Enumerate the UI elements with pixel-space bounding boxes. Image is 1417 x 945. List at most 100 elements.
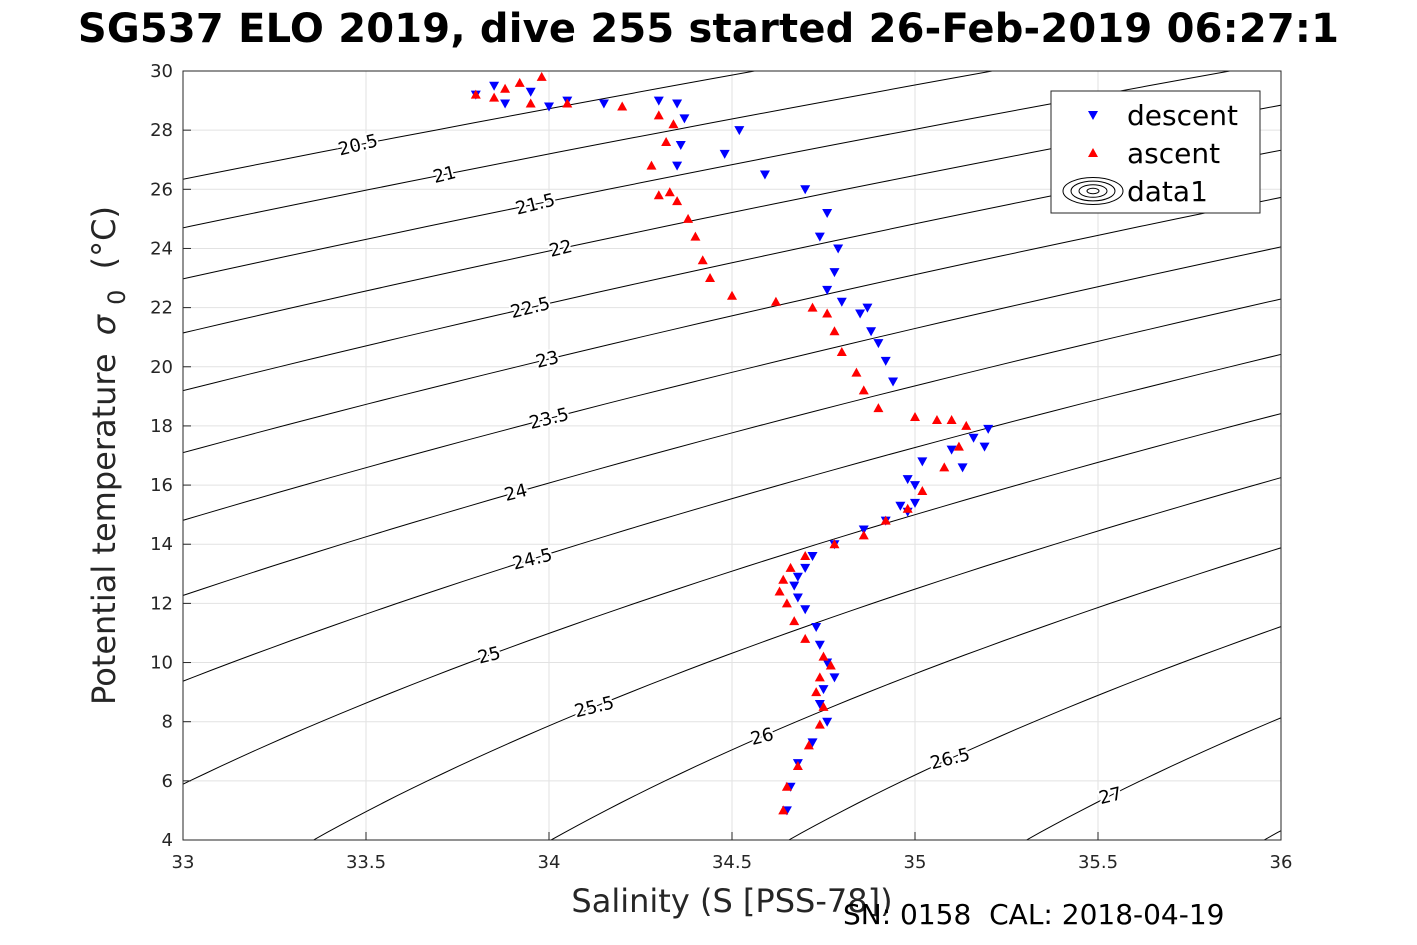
- x-tick-label: 33: [172, 852, 195, 873]
- ascent-point: [939, 462, 950, 472]
- ascent-point: [807, 302, 818, 312]
- legend-contour-icon: [1070, 180, 1116, 202]
- ascent-point: [683, 213, 694, 223]
- ascent-point: [800, 551, 811, 561]
- contour-label: 22.5: [508, 293, 552, 323]
- contour-line: [550, 547, 1281, 840]
- descent-point: [822, 658, 833, 668]
- ascent-point: [562, 98, 573, 108]
- legend-marker-ascent: [1088, 148, 1098, 157]
- contour-label: 27: [1097, 783, 1124, 809]
- y-tick-label: 12: [150, 593, 173, 614]
- descent-point: [672, 99, 683, 109]
- descent-point: [858, 525, 869, 535]
- ascent-point: [781, 598, 792, 608]
- descent-point: [800, 605, 811, 615]
- contour-line: [788, 626, 1281, 840]
- ascent-point: [536, 71, 547, 81]
- descent-point: [862, 303, 873, 313]
- ascent-point: [500, 83, 511, 93]
- ascent-point: [818, 651, 829, 661]
- contour-line: [183, 71, 755, 180]
- ascent-point: [917, 485, 928, 495]
- descent-point: [855, 309, 866, 319]
- legend-contour-icon: [1062, 177, 1124, 205]
- ascent-point: [880, 515, 891, 525]
- ascent-point: [781, 781, 792, 791]
- contour-line: [183, 71, 993, 229]
- contour-label: 25.5: [572, 692, 616, 722]
- descent-point: [814, 640, 825, 650]
- ascent-point: [778, 805, 789, 815]
- descent-point: [957, 463, 968, 473]
- descent-point: [759, 170, 770, 180]
- contour-line: [183, 298, 1281, 596]
- ascent-point: [829, 326, 840, 336]
- ascent-point: [910, 412, 920, 422]
- ascent-point: [792, 761, 803, 771]
- ascent-point: [770, 296, 781, 306]
- ascent-point: [961, 420, 972, 430]
- ascent-point: [774, 586, 785, 596]
- legend-box: [1050, 90, 1261, 214]
- y-tick-label: 28: [150, 120, 173, 141]
- ascent-point: [818, 701, 829, 711]
- ascent-point: [525, 98, 536, 108]
- contour-line: [183, 353, 1281, 682]
- ascent-point: [825, 660, 836, 670]
- descent-point: [866, 327, 877, 337]
- data-points: [470, 71, 994, 816]
- ascent-point: [858, 530, 869, 540]
- contour-label: 20.5: [336, 130, 380, 160]
- x-axis-label: Salinity (S [PSS-78]): [571, 882, 892, 920]
- descent-point: [489, 81, 500, 91]
- x-tick-label: 35: [904, 852, 927, 873]
- contour-label: 26.5: [928, 744, 972, 774]
- y-tick-label: 18: [150, 416, 173, 437]
- y-tick-label: 30: [150, 61, 173, 82]
- descent-point: [734, 126, 745, 136]
- y-tick-label: 14: [150, 534, 173, 555]
- x-tick-label: 33.5: [346, 852, 386, 873]
- contour-label: 23.5: [527, 404, 571, 434]
- y-tick-label: 10: [150, 653, 173, 674]
- contour-line: [313, 477, 1281, 840]
- y-tick-label: 20: [150, 357, 173, 378]
- contour-line: [183, 413, 1281, 785]
- descent-point: [792, 572, 803, 582]
- descent-point: [792, 593, 803, 603]
- descent-point: [525, 87, 536, 97]
- ascent-point: [946, 415, 957, 425]
- contour-line: [1263, 830, 1281, 840]
- y-axis: 4 6 8 10 12 14 16 18 20 22 24 26 28 30: [150, 61, 191, 851]
- ascent-point: [653, 110, 664, 120]
- descent-point: [836, 297, 847, 307]
- contour-line: [1026, 717, 1281, 840]
- y-axis-label-text: Potential temperature: [85, 353, 123, 705]
- legend-label: ascent: [1127, 137, 1220, 170]
- descent-point: [968, 433, 979, 443]
- y-tick-label: 8: [162, 712, 173, 733]
- ascent-point: [664, 187, 675, 197]
- descent-point: [653, 96, 664, 106]
- descent-point: [800, 563, 811, 573]
- contour-label: 26: [748, 724, 775, 750]
- legend-label: descent: [1127, 99, 1238, 132]
- ascent-point: [814, 719, 825, 729]
- legend-label: data1: [1127, 175, 1208, 208]
- ascent-point: [785, 562, 796, 572]
- ascent-point: [672, 196, 683, 206]
- ascent-point: [873, 403, 884, 413]
- descent-point: [598, 99, 609, 109]
- y-tick-label: 16: [150, 475, 173, 496]
- descent-point: [814, 699, 825, 709]
- ascent-point: [851, 367, 862, 377]
- legend-contour-icon: [1086, 187, 1100, 195]
- ascent-point: [858, 385, 869, 395]
- descent-point: [895, 501, 906, 511]
- y-axis-label: Potential temperature σ 0 (°C): [85, 206, 133, 705]
- ascent-point: [931, 415, 942, 425]
- ascent-point: [690, 231, 701, 241]
- ascent-point: [668, 119, 679, 129]
- contour-label: 24.5: [511, 544, 555, 574]
